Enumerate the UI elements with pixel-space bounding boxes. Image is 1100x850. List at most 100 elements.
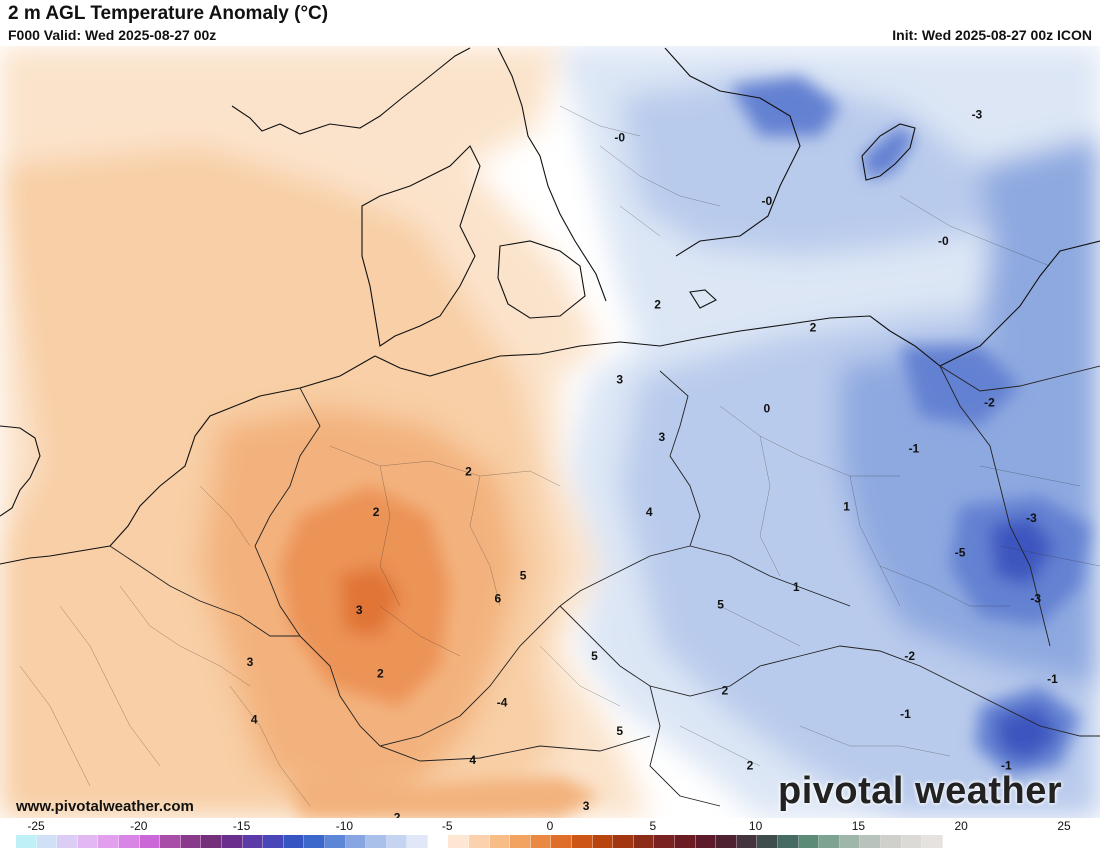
- site-credit[interactable]: www.pivotalweather.com: [16, 798, 194, 815]
- cool-region-baltic-states: [980, 136, 1100, 366]
- colorbar-swatch: [592, 835, 614, 848]
- contour-label: -3: [972, 107, 983, 121]
- border-alps: [299, 635, 651, 762]
- coastline-sweden-east: [664, 47, 801, 257]
- border-slovakia: [759, 645, 961, 687]
- colorbar-swatch: [407, 835, 428, 848]
- colorbar-tick: 15: [851, 819, 866, 833]
- contour-label: -2: [904, 649, 915, 663]
- border-france-belgium: [109, 545, 300, 637]
- contour-labels: -0-3-0-0-322-13-50-2-7-63-12241-3-3-5-35…: [234, 107, 1058, 818]
- colorbar-swatch: [819, 835, 840, 848]
- colorbar-swatch: [77, 835, 99, 848]
- contour-label: -0: [938, 234, 949, 248]
- colorbar-tick: -25: [27, 819, 45, 833]
- colorbar-tick: 0: [546, 819, 554, 833]
- contour-label: 5: [520, 568, 527, 582]
- colorbar-swatch: [860, 835, 881, 848]
- contour-label: 3: [583, 799, 590, 813]
- colorbar-swatch: [777, 835, 799, 848]
- coastline-norway: [231, 47, 471, 135]
- contour-label: 1: [793, 580, 800, 594]
- contour-label: 3: [356, 603, 363, 617]
- contour-label: -4: [497, 695, 508, 709]
- contour-label: -1: [1047, 672, 1058, 686]
- colorbar-swatch: [345, 835, 367, 848]
- contour-label: -1: [909, 442, 920, 456]
- country-borders: [109, 365, 1100, 807]
- coastline-lithuania: [889, 240, 1100, 367]
- colorbar-swatch: [16, 835, 37, 848]
- coastline-sweden-west: [497, 47, 607, 302]
- anomaly-fill: [0, 46, 1100, 818]
- border-germany-poland: [659, 370, 701, 547]
- colorbar-swatch: [118, 835, 140, 848]
- colorbar-swatch: [880, 835, 902, 848]
- colorbar-tick: -5: [441, 819, 453, 833]
- anomaly-map[interactable]: -0-3-0-0-322-13-50-2-7-63-12241-3-3-5-35…: [0, 46, 1100, 818]
- colorbar-swatch: [736, 835, 758, 848]
- colorbar-swatch: [757, 835, 778, 848]
- coastline-bornholm: [689, 289, 717, 309]
- colorbar-swatch: [242, 835, 264, 848]
- contour-label: -5: [955, 545, 966, 559]
- contour-label: 2: [654, 298, 661, 312]
- province-borders: [19, 105, 1100, 807]
- colorbar-swatch: [572, 835, 593, 848]
- colorbar-swatch: [551, 835, 573, 848]
- colorbar-swatch: [613, 835, 634, 848]
- province-lines: [19, 105, 1100, 807]
- colorbar-swatch: [489, 835, 511, 848]
- border-austria-hungary: [649, 685, 721, 807]
- map-canvas: -0-3-0-0-322-13-50-2-7-63-12241-3-3-5-35…: [0, 46, 1100, 818]
- contour-label: 4: [469, 753, 476, 767]
- colorbar-tick: -10: [335, 819, 354, 833]
- colorbar-swatch: [633, 835, 655, 848]
- cool-core-lithuania: [900, 346, 1020, 426]
- init-time: Init: Wed 2025-08-27 00z ICON: [892, 27, 1092, 43]
- cool-region-sweden: [620, 76, 1000, 256]
- contour-label: 5: [717, 597, 724, 611]
- border-czechia-poland: [689, 545, 851, 607]
- border-poland-east: [939, 365, 1051, 647]
- cool-core-ukraine-deep: [995, 706, 1060, 761]
- colorbar-swatches: [16, 835, 943, 848]
- colorbar-ticks: -25 -20 -15 -10 -5 0 5 10 15 20 25: [0, 818, 1100, 834]
- border-germany-czechia: [559, 545, 691, 607]
- coastline-gotland: [861, 123, 916, 181]
- contour-label: -3: [1026, 511, 1037, 525]
- contour-label: 1: [843, 499, 850, 513]
- colorbar-swatch: [448, 835, 470, 848]
- contour-label: -0: [614, 130, 625, 144]
- contour-label: 5: [616, 724, 623, 738]
- colorbar-swatch: [386, 835, 408, 848]
- colorbar-swatch: [695, 835, 717, 848]
- coastlines: [0, 47, 1100, 565]
- coastline-north-sea: [109, 355, 376, 547]
- cool-core-south-sweden: [730, 76, 840, 136]
- colorbar-tick: 25: [1057, 819, 1071, 833]
- colorbar-swatch: [839, 835, 861, 848]
- colorbar-tick: 10: [748, 819, 763, 833]
- colorbar-swatch: [263, 835, 284, 848]
- contour-label: 2: [394, 810, 401, 818]
- colorbar-swatch: [469, 835, 490, 848]
- colorbar-swatch: [654, 835, 675, 848]
- colorbar-swatch: [221, 835, 243, 848]
- border-germany-west: [254, 387, 321, 637]
- contour-label: 2: [465, 465, 472, 479]
- colorbar-tick: -20: [130, 819, 148, 833]
- contour-label: 2: [234, 816, 241, 818]
- contour-label: 2: [810, 321, 817, 335]
- border-ukraine: [959, 685, 1100, 737]
- colorbar-swatch: [201, 835, 222, 848]
- colorbar-swatch: [324, 835, 346, 848]
- border-germany-austria: [379, 605, 561, 747]
- contour-label: -3: [1030, 591, 1041, 605]
- colorbar-swatch: [798, 835, 820, 848]
- contour-label: 2: [721, 684, 728, 698]
- contour-label: 4: [646, 505, 653, 519]
- colorbar-swatch: [57, 835, 78, 848]
- contour-label: -2: [984, 395, 995, 409]
- cool-core-gotland: [862, 126, 915, 180]
